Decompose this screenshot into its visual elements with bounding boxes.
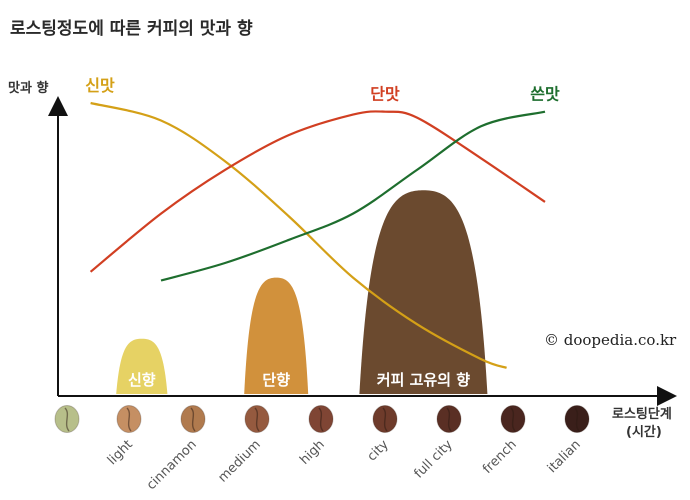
- bean-0: [54, 405, 80, 433]
- series-line-1: [89, 110, 546, 273]
- x-axis-label: 로스팅단계: [612, 406, 672, 422]
- bean-7: [500, 405, 526, 433]
- stage-label-8: italian: [545, 437, 584, 476]
- bean-crease-3: [254, 407, 260, 432]
- series-line-0: [90, 101, 507, 369]
- chart-title: 로스팅정도에 따른 커피의 맛과 향: [10, 18, 253, 39]
- bean-4: [308, 405, 334, 433]
- bean-6: [436, 405, 462, 433]
- y-axis-label: 맛과 향: [8, 80, 48, 96]
- series-label-1: 단맛: [370, 85, 400, 104]
- chart-labels: 신향 단향 커피 고유의 향 신맛 단맛 쓴맛: [85, 76, 560, 389]
- series-label-2: 쓴맛: [530, 85, 560, 104]
- series-label-0: 신맛: [85, 76, 115, 95]
- bean-crease-4: [318, 407, 324, 432]
- stage-label-7: french: [480, 437, 520, 477]
- aroma-label-1: 단향: [262, 371, 290, 389]
- copyright-text: © doopedia.co.kr: [544, 331, 677, 349]
- bean-crease-8: [574, 407, 580, 432]
- bean-8: [564, 405, 590, 433]
- taste-lines: [89, 101, 546, 369]
- bean-crease-0: [64, 407, 70, 432]
- aroma-hump-1: [244, 277, 309, 394]
- bean-crease-7: [510, 407, 516, 432]
- bean-3: [244, 405, 270, 433]
- bean-crease-2: [190, 407, 196, 432]
- aroma-label-0: 신향: [128, 371, 156, 389]
- stage-label-5: city: [365, 437, 392, 464]
- stage-label-3: medium: [215, 437, 263, 485]
- stage-label-6: full city: [411, 437, 456, 482]
- roast-stage-beans: light cinnamon medium high city full city fren…: [54, 405, 590, 493]
- stage-label-4: high: [297, 437, 328, 468]
- bean-crease-6: [446, 407, 452, 432]
- bean-crease-1: [126, 407, 132, 432]
- bean-crease-5: [382, 407, 388, 432]
- aroma-hump-2: [359, 190, 488, 394]
- aroma-label-2: 커피 고유의 향: [377, 371, 470, 389]
- bean-1: [116, 405, 142, 433]
- aroma-hump-0: [116, 338, 168, 394]
- aroma-humps: [116, 190, 488, 394]
- x-axis-sublabel: (시간): [626, 424, 662, 440]
- series-line-2: [160, 110, 546, 282]
- bean-5: [372, 405, 398, 433]
- bean-2: [180, 405, 206, 433]
- stage-label-2: cinnamon: [144, 437, 200, 493]
- stage-label-1: light: [105, 437, 136, 468]
